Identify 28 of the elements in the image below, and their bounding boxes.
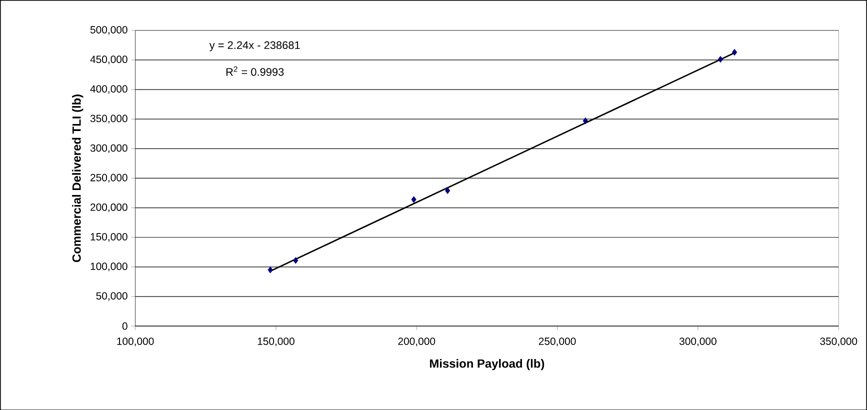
annotation: y = 2.24x - 238681	[209, 41, 300, 51]
y-tick-label: 450,000	[90, 55, 128, 64]
annotation: R$^{2}$ = 0.9993	[226, 66, 284, 76]
y-axis-title: Commercial Delivered TLI (lb)	[72, 94, 84, 262]
x-tick-label: 300,000	[679, 337, 716, 346]
y-tick-label: 350,000	[90, 114, 128, 124]
y-tick-label: 500,000	[90, 26, 128, 34]
point	[732, 48, 738, 56]
y-tick-label: 200,000	[90, 203, 128, 212]
y-tick-label: 250,000	[90, 174, 128, 182]
x-tick-label: 200,000	[398, 337, 436, 346]
x-tick-label: 150,000	[258, 337, 294, 346]
point	[268, 266, 273, 274]
y-tick-label: 100,000	[90, 262, 128, 272]
y-tick-label: 50,000	[96, 292, 128, 301]
x-tick-label: 250,000	[538, 337, 576, 346]
point	[293, 256, 298, 264]
y-tick-label: 300,000	[90, 144, 128, 153]
x-axis-title: Mission Payload (lb)	[430, 358, 544, 370]
point	[411, 196, 416, 203]
x-tick-label: 100,000	[117, 337, 154, 346]
point	[444, 187, 450, 194]
point	[582, 117, 588, 124]
x-tick-label: 350,000	[820, 337, 858, 346]
y-tick-label: 150,000	[90, 232, 128, 242]
y-tick-label: 400,000	[90, 85, 128, 94]
point	[718, 56, 724, 63]
y-tick-label: 0	[122, 322, 128, 330]
